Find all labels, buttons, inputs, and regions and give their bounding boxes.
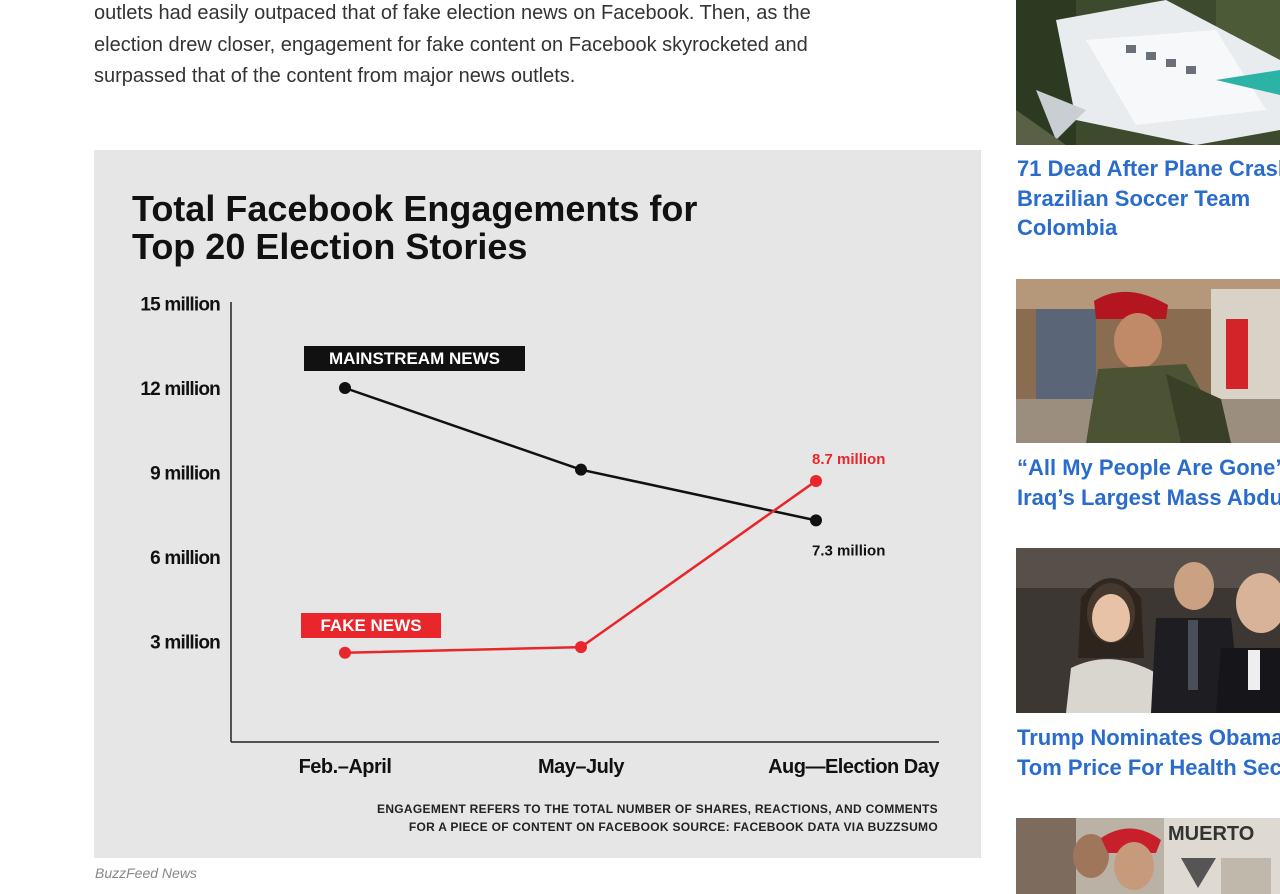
sidebar-item-title-line: “All My People Are Gone” bbox=[1017, 455, 1280, 480]
series-line bbox=[344, 386, 817, 522]
series-name-label: MAINSTREAM NEWS bbox=[329, 349, 500, 368]
image-credit: BuzzFeed News bbox=[95, 865, 197, 881]
sidebar-item-title-line: Iraq’s Largest Mass Abduction bbox=[1017, 484, 1280, 510]
data-point bbox=[575, 463, 587, 476]
sidebar-thumb-plane[interactable] bbox=[1016, 0, 1280, 145]
x-tick-label: Aug—Election Day bbox=[768, 756, 940, 778]
data-point bbox=[339, 646, 351, 659]
sidebar-item-title-line: Colombia bbox=[1017, 215, 1118, 240]
data-point bbox=[339, 382, 351, 394]
y-tick-label: 12 million bbox=[140, 379, 220, 400]
y-tick-label: 6 million bbox=[150, 548, 220, 569]
data-point bbox=[575, 641, 587, 654]
data-point bbox=[810, 474, 822, 487]
series-name-label: FAKE NEWS bbox=[320, 616, 421, 635]
sidebar-thumb-people[interactable] bbox=[1016, 548, 1280, 713]
chart-card: Total Facebook Engagements for Top 20 El… bbox=[94, 150, 981, 858]
intro-line: election drew closer, engagement for fak… bbox=[94, 33, 808, 56]
y-tick-label: 15 million bbox=[140, 295, 220, 316]
line-chart: Total Facebook Engagements for Top 20 El… bbox=[132, 188, 941, 834]
sidebar-item-title-line: Trump Nominates Obamacare Critic bbox=[1017, 725, 1280, 750]
svg-text:MUERTO: MUERTO bbox=[1168, 823, 1254, 845]
sidebar-item-title-line: Brazilian Soccer Team bbox=[1017, 185, 1251, 211]
article-intro: outlets had easily outpaced that of fake… bbox=[94, 0, 974, 93]
crowd-photo-icon: MUERTO bbox=[1016, 818, 1280, 894]
plot-area: 15 million 12 million 9 million 6 million 3 … bbox=[140, 295, 941, 779]
soldier-photo-icon bbox=[1016, 279, 1280, 443]
plane-wreckage-photo-icon bbox=[1016, 0, 1280, 145]
y-tick-label: 9 million bbox=[150, 464, 220, 485]
sidebar-thumb-soldier[interactable] bbox=[1016, 279, 1280, 443]
sidebar: 71 Dead After Plane Crash Carrying Brazi… bbox=[1016, 0, 1280, 894]
data-label: 8.7 million bbox=[812, 451, 885, 468]
chart-footnote-line: ENGAGEMENT REFERS TO THE TOTAL NUMBER OF… bbox=[377, 802, 938, 816]
chart-title-line: Top 20 Election Stories bbox=[132, 226, 527, 267]
series-label-box bbox=[301, 613, 441, 638]
sidebar-item-tom-price[interactable]: Trump Nominates Obamacare Critic Tom Pri… bbox=[1017, 723, 1280, 782]
data-label: 7.3 million bbox=[812, 542, 885, 559]
sidebar-item-mass-abduction[interactable]: “All My People Are Gone” Iraq’s Largest … bbox=[1017, 453, 1280, 512]
chart-footnote-line: FOR A PIECE OF CONTENT ON FACEBOOK SOURC… bbox=[409, 820, 938, 834]
x-tick-label: Feb.–April bbox=[299, 756, 392, 778]
data-point bbox=[810, 514, 822, 527]
intro-line: surpassed that of the content from major… bbox=[94, 65, 576, 87]
sidebar-item-title-line: Tom Price For Health Secretary bbox=[1017, 754, 1280, 780]
y-tick-label: 3 million bbox=[150, 633, 220, 654]
sidebar-item-plane-crash[interactable]: 71 Dead After Plane Crash Carrying Brazi… bbox=[1017, 154, 1280, 243]
x-tick-label: May–July bbox=[538, 756, 625, 778]
sidebar-item-title-line: 71 Dead After Plane Crash Carrying bbox=[1017, 156, 1280, 181]
chart-title-line: Total Facebook Engagements for bbox=[132, 188, 697, 229]
series-label-box bbox=[304, 346, 525, 371]
sidebar-thumb-crowd[interactable]: MUERTO bbox=[1016, 818, 1280, 894]
intro-line: outlets had easily outpaced that of fake… bbox=[94, 2, 811, 24]
people-photo-icon bbox=[1016, 548, 1280, 713]
